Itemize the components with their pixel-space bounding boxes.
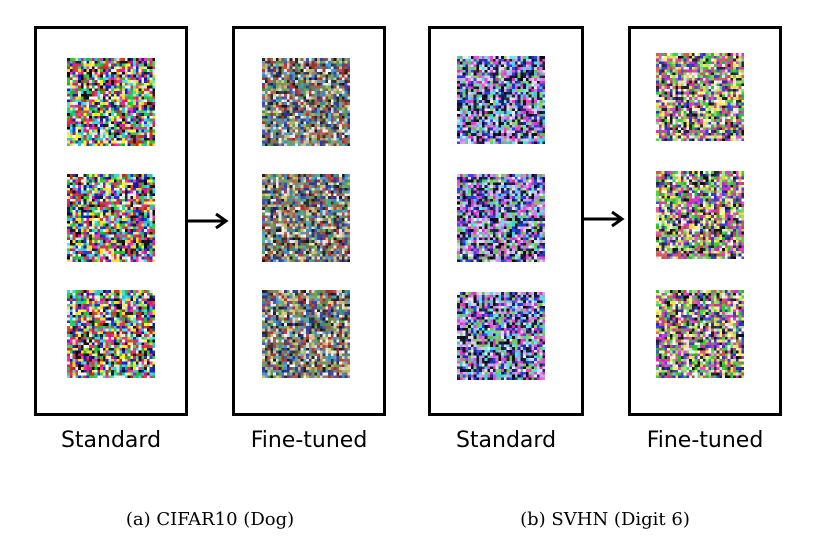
label-b-standard: Standard (455, 428, 557, 453)
noise-image-a-finetuned-1 (262, 58, 350, 146)
label-a-finetuned: Fine-tuned (250, 428, 368, 453)
noise-image-b-standard-3 (457, 292, 545, 380)
arrow-right-icon (584, 210, 625, 228)
panel-b-finetuned (628, 26, 782, 416)
noise-image-b-standard-1 (457, 56, 545, 144)
caption-a: (a) CIFAR10 (Dog) (125, 509, 295, 530)
noise-image-a-standard-1 (67, 58, 155, 146)
noise-image-b-finetuned-3 (656, 290, 744, 378)
panel-b-standard (428, 26, 584, 416)
noise-image-a-finetuned-3 (262, 290, 350, 378)
noise-image-b-finetuned-1 (656, 53, 744, 141)
noise-image-b-standard-2 (457, 174, 545, 262)
caption-b: (b) SVHN (Digit 6) (520, 509, 690, 530)
noise-image-a-finetuned-2 (262, 174, 350, 262)
noise-image-a-standard-3 (67, 290, 155, 378)
label-a-standard: Standard (60, 428, 162, 453)
noise-image-b-finetuned-2 (656, 171, 744, 259)
noise-image-a-standard-2 (67, 174, 155, 262)
label-b-finetuned: Fine-tuned (646, 428, 764, 453)
arrow-right-icon (188, 212, 229, 230)
panel-a-finetuned (232, 26, 386, 416)
panel-a-standard (34, 26, 188, 416)
